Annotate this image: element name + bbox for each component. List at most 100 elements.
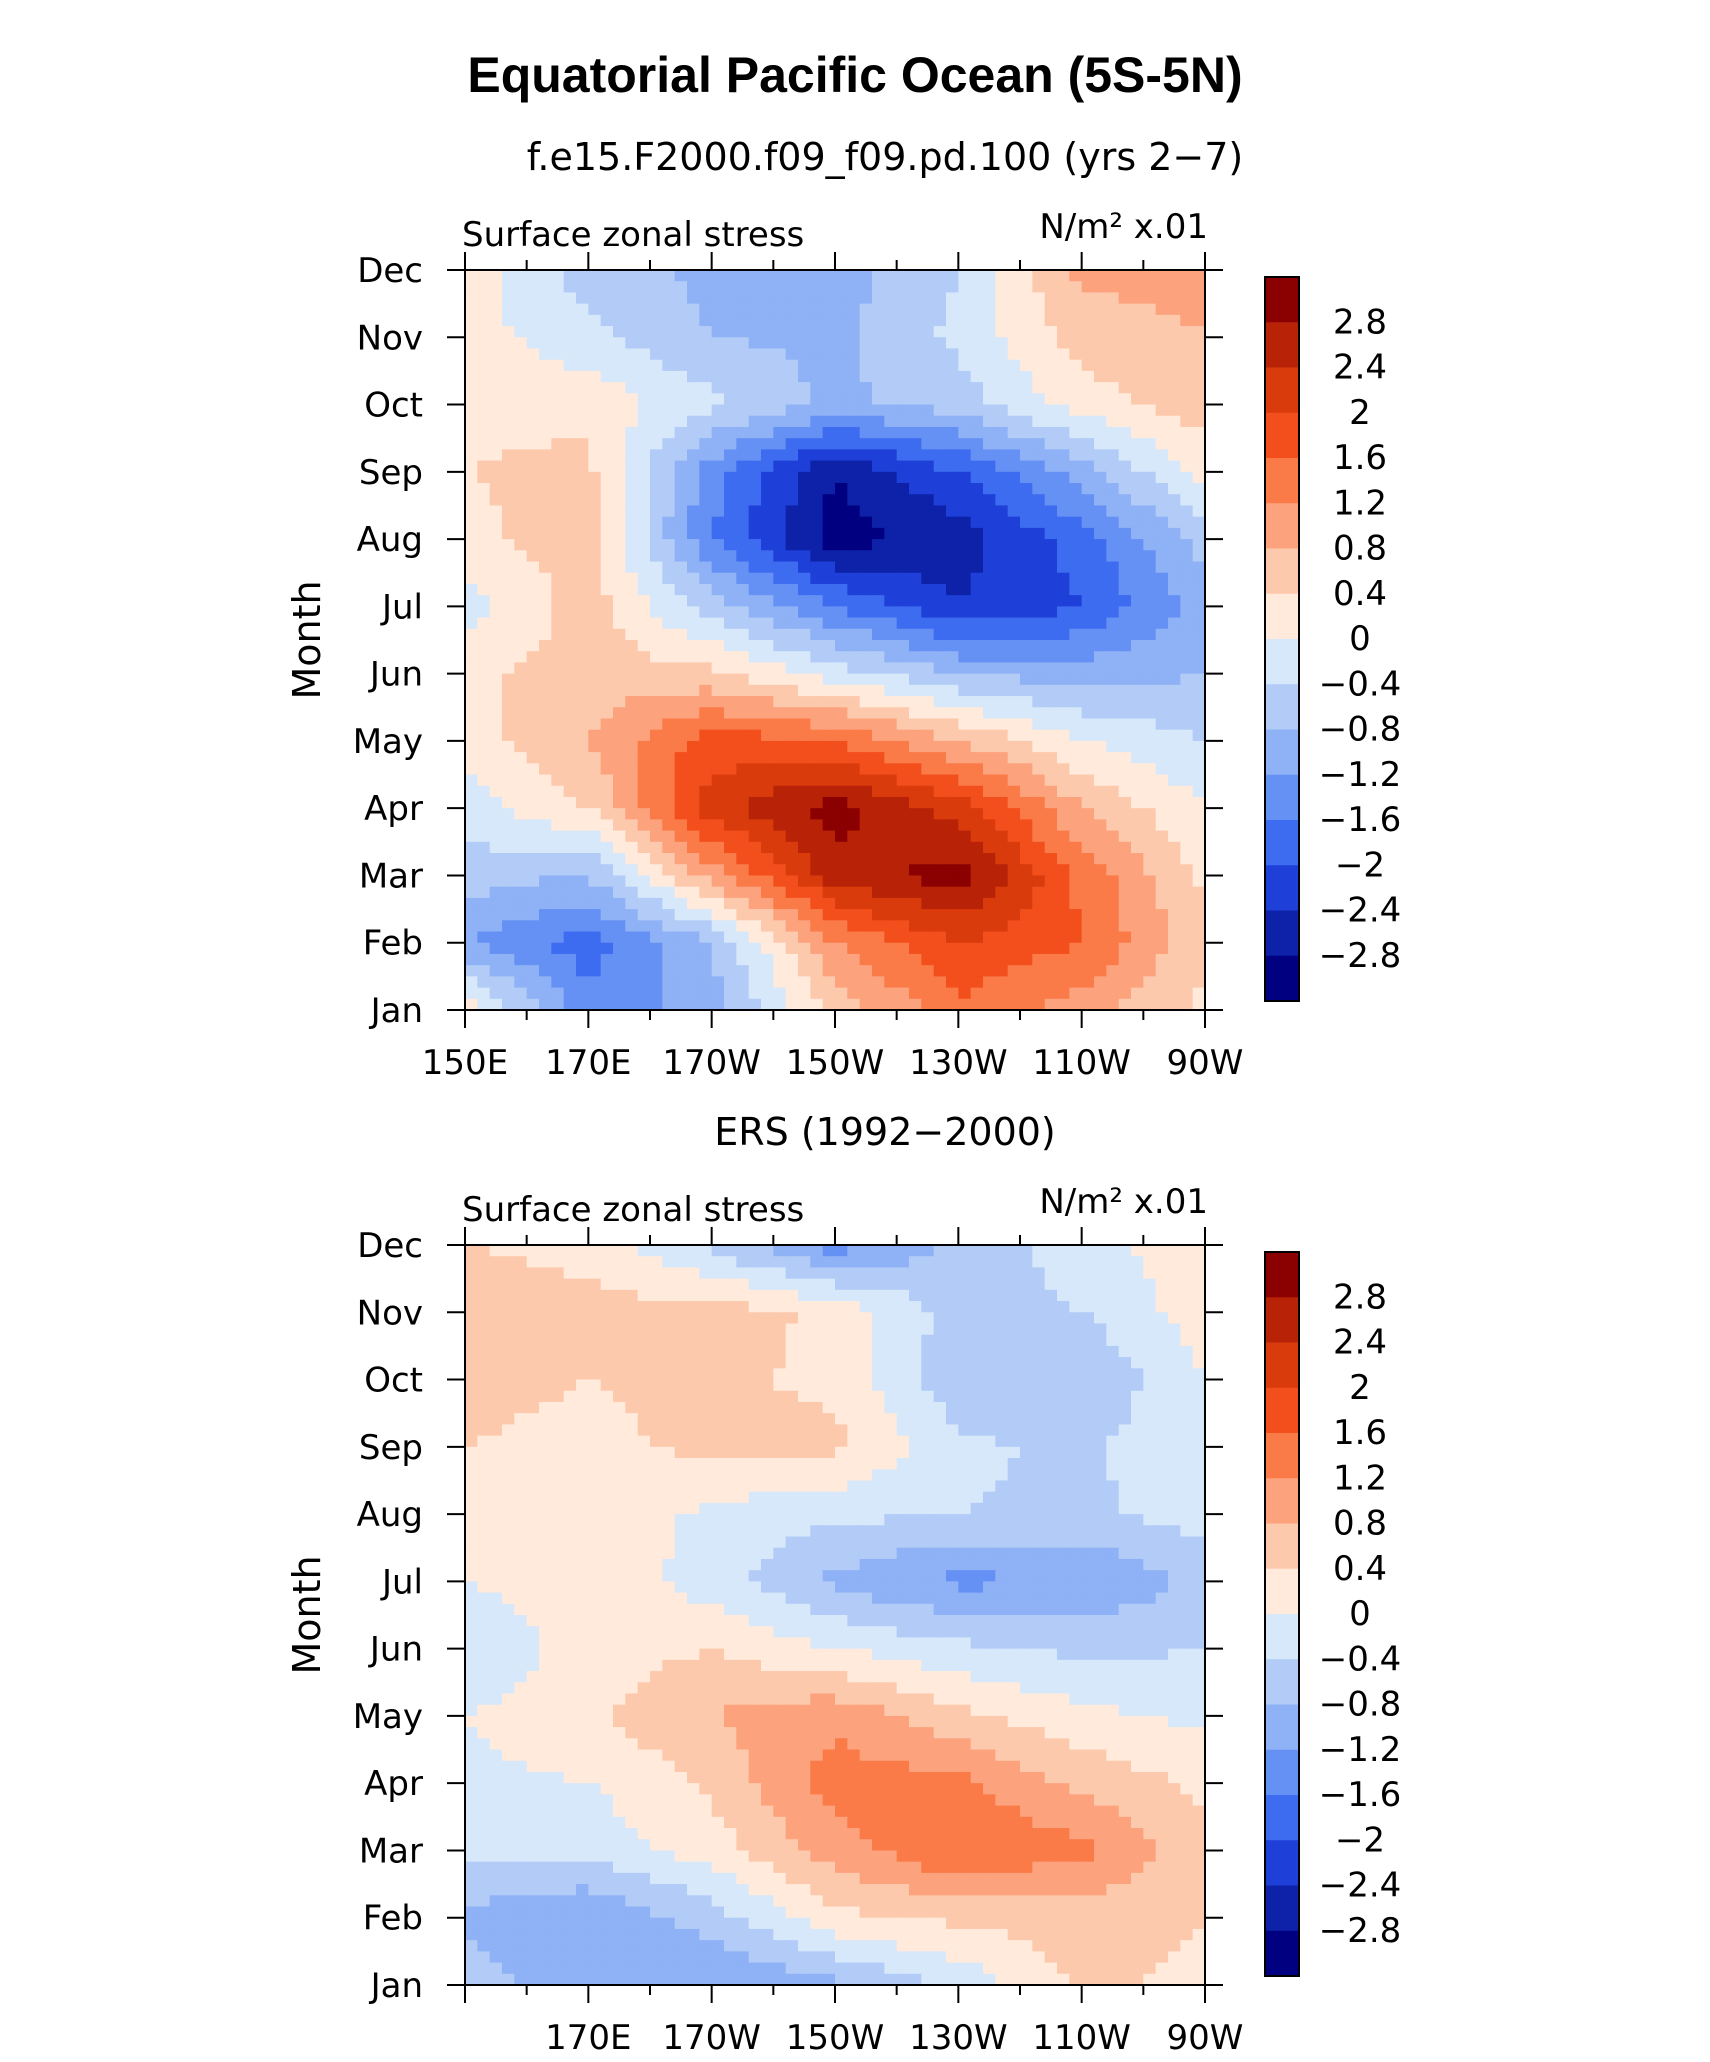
heatmap-cell [933,931,947,944]
heatmap-cell [502,729,516,742]
heatmap-cell [1180,370,1194,383]
heatmap-cell [1155,348,1169,361]
heatmap-cell [600,763,614,776]
heatmap-cell [674,471,688,484]
heatmap-cell [748,1368,762,1381]
heatmap-cell [884,337,898,350]
heatmap-cell [637,1345,651,1358]
heatmap-cell [1094,651,1108,664]
heatmap-cell [687,1312,701,1325]
heatmap-cell [1168,1267,1182,1280]
heatmap-cell [1143,1301,1157,1314]
heatmap-cell [1192,314,1205,327]
heatmap-cell [477,527,491,540]
heatmap-cell [711,617,725,630]
heatmap-cell [588,987,602,1000]
heatmap-cell [687,853,701,866]
heatmap-cell [662,550,676,563]
heatmap-cell [613,572,627,585]
heatmap-cell [465,886,479,899]
heatmap-cell [1118,808,1132,821]
heatmap-cell [1118,920,1132,933]
heatmap-cell [526,707,540,720]
heatmap-cell [711,606,725,619]
heatmap-cell [1180,808,1194,821]
heatmap-cell [674,1289,688,1302]
heatmap-cell [576,819,590,832]
heatmap-cell [1081,527,1095,540]
heatmap-cell [946,292,960,305]
heatmap-cell [1168,303,1182,316]
heatmap-cell [514,314,528,327]
heatmap-cell [1180,460,1194,473]
heatmap-cell [699,1267,713,1280]
heatmap-cell [1044,1267,1058,1280]
heatmap-cell [588,729,602,742]
heatmap-cell [724,460,738,473]
heatmap-cell [1143,1357,1157,1370]
heatmap-cell [1044,998,1058,1010]
heatmap-cell [588,393,602,406]
heatmap-cell [526,270,540,283]
heatmap-cell [1155,909,1169,922]
heatmap-cell [946,505,960,518]
heatmap-cell [551,606,565,619]
heatmap-cell [662,1323,676,1336]
heatmap-cell [465,976,479,989]
heatmap-cell [465,415,479,428]
heatmap-cell [465,931,479,944]
heatmap-cell [946,527,960,540]
heatmap-cell [1044,595,1058,608]
heatmap-cell [1155,942,1169,955]
heatmap-cell [699,1256,713,1269]
heatmap-cell [514,1357,528,1370]
heatmap-cell [909,897,923,910]
heatmap-cell [650,830,664,843]
heatmap-cell [884,1267,898,1280]
heatmap-cell [1044,808,1058,821]
heatmap-cell [1192,729,1205,742]
heatmap-cell [625,718,639,731]
heatmap-cell [600,303,614,316]
heatmap-cell [970,1245,984,1258]
heatmap-cell [465,763,479,776]
heatmap-cell [1143,953,1157,966]
heatmap-cell [600,326,614,339]
heatmap-cell [736,920,750,933]
heatmap-cell [1192,483,1205,496]
heatmap-cell [1044,1289,1058,1302]
heatmap-cell [514,774,528,787]
heatmap-cell [477,348,491,361]
heatmap-cell [1081,370,1095,383]
heatmap-cell [1069,370,1083,383]
heatmap-cell [489,729,503,742]
heatmap-cell [970,595,984,608]
heatmap-cell [1168,931,1182,944]
heatmap-cell [724,718,738,731]
heatmap-cell [465,438,479,451]
heatmap-cell [847,595,861,608]
heatmap-cell [563,1267,577,1280]
heatmap-cell [995,550,1009,563]
heatmap-cell [1155,830,1169,843]
heatmap-cell [1081,920,1095,933]
heatmap-cell [835,550,849,563]
heatmap-cell [859,864,873,877]
heatmap-cell [650,292,664,305]
heatmap-cell [514,1278,528,1291]
heatmap-cell [1155,1323,1169,1336]
heatmap-cell [896,1312,910,1325]
heatmap-cell [736,1267,750,1280]
heatmap-cell [1192,404,1205,417]
heatmap-cell [1020,583,1034,596]
heatmap-cell [539,1256,553,1269]
heatmap-cell [465,1256,479,1269]
heatmap-cell [699,348,713,361]
heatmap-cell [674,281,688,294]
heatmap-cell [835,527,849,540]
heatmap-cell [1057,864,1071,877]
heatmap-cell [502,505,516,518]
heatmap-cell [810,1390,824,1403]
heatmap-cell [637,684,651,697]
heatmap-cell [477,382,491,395]
